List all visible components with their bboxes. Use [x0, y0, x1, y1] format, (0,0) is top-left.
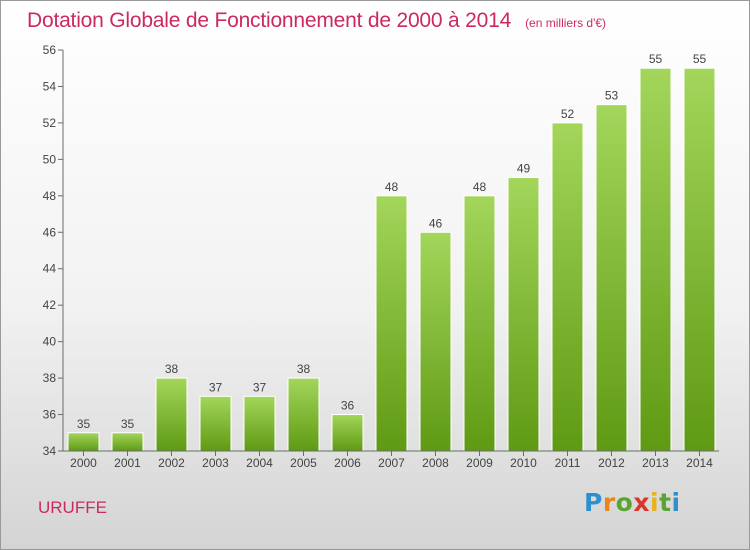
x-tick-label-2000: 2000 — [70, 456, 97, 470]
x-tick-label-2001: 2001 — [114, 456, 141, 470]
chart-title: Dotation Globale de Fonctionnement de 20… — [27, 9, 512, 32]
bar-2011 — [551, 122, 584, 452]
bar-2007 — [375, 195, 408, 452]
y-tick-label: 42 — [43, 298, 57, 312]
y-tick-label: 38 — [43, 371, 57, 385]
bar-2006 — [331, 414, 364, 452]
logo-letter: r — [602, 488, 616, 517]
x-tick-label-2008: 2008 — [422, 456, 449, 470]
value-label-2012: 53 — [605, 89, 619, 103]
value-label-2006: 36 — [341, 399, 355, 413]
chart-unit: (en milliers d'€) — [525, 16, 607, 30]
bar-2002 — [155, 377, 188, 452]
value-label-2011: 52 — [561, 107, 575, 121]
bar-2000 — [67, 432, 100, 452]
x-tick-label-2006: 2006 — [334, 456, 361, 470]
y-tick-label: 48 — [43, 189, 57, 203]
x-tick-label-2009: 2009 — [466, 456, 493, 470]
y-tick-label: 34 — [43, 444, 57, 458]
y-tick-label: 44 — [43, 262, 57, 276]
logo-letter: t — [659, 488, 672, 517]
bar-2014 — [683, 67, 716, 452]
commune-name: URUFFE — [38, 498, 107, 517]
x-tick-label-2010: 2010 — [510, 456, 537, 470]
value-label-2009: 48 — [473, 180, 487, 194]
x-tick-label-2012: 2012 — [598, 456, 625, 470]
chart-title-block: Dotation Globale de Fonctionnement de 20… — [27, 9, 606, 33]
value-label-2005: 38 — [297, 362, 311, 376]
x-tick-label-2007: 2007 — [378, 456, 405, 470]
logo-letter: i — [650, 488, 660, 517]
logo-letter: P — [584, 488, 603, 517]
y-tick-label: 46 — [43, 225, 57, 239]
x-tick-label-2005: 2005 — [290, 456, 317, 470]
bar-2013 — [639, 67, 672, 452]
x-tick-label-2004: 2004 — [246, 456, 273, 470]
logo-letter: o — [615, 488, 634, 517]
x-tick-label-2002: 2002 — [158, 456, 185, 470]
bar-2004 — [243, 395, 276, 452]
value-label-2001: 35 — [121, 417, 135, 431]
value-label-2002: 38 — [165, 362, 179, 376]
value-label-2000: 35 — [77, 417, 91, 431]
x-tick-label-2013: 2013 — [642, 456, 669, 470]
bar-2001 — [111, 432, 144, 452]
proxiti-logo: Proxiti — [584, 488, 681, 517]
x-tick-label-2014: 2014 — [686, 456, 713, 470]
y-tick-label: 56 — [43, 43, 57, 57]
bar-2012 — [595, 104, 628, 452]
value-label-2007: 48 — [385, 180, 399, 194]
logo-letter: i — [671, 488, 681, 517]
logo-letter: x — [633, 488, 650, 517]
value-label-2008: 46 — [429, 216, 443, 230]
value-label-2014: 55 — [693, 52, 707, 66]
y-tick-label: 52 — [43, 116, 57, 130]
y-tick-label: 40 — [43, 335, 57, 349]
value-label-2003: 37 — [209, 380, 223, 394]
y-tick-label: 54 — [43, 79, 57, 93]
bar-2010 — [507, 177, 540, 452]
x-tick-label-2003: 2003 — [202, 456, 229, 470]
x-tick-label-2011: 2011 — [555, 456, 581, 470]
value-label-2013: 55 — [649, 52, 663, 66]
bar-2009 — [463, 195, 496, 452]
value-label-2004: 37 — [253, 380, 267, 394]
y-tick-label: 36 — [43, 408, 57, 422]
bar-2003 — [199, 395, 232, 452]
bar-2005 — [287, 377, 320, 452]
value-label-2010: 49 — [517, 162, 531, 176]
bar-2008 — [419, 231, 452, 452]
y-tick-label: 50 — [43, 152, 57, 166]
